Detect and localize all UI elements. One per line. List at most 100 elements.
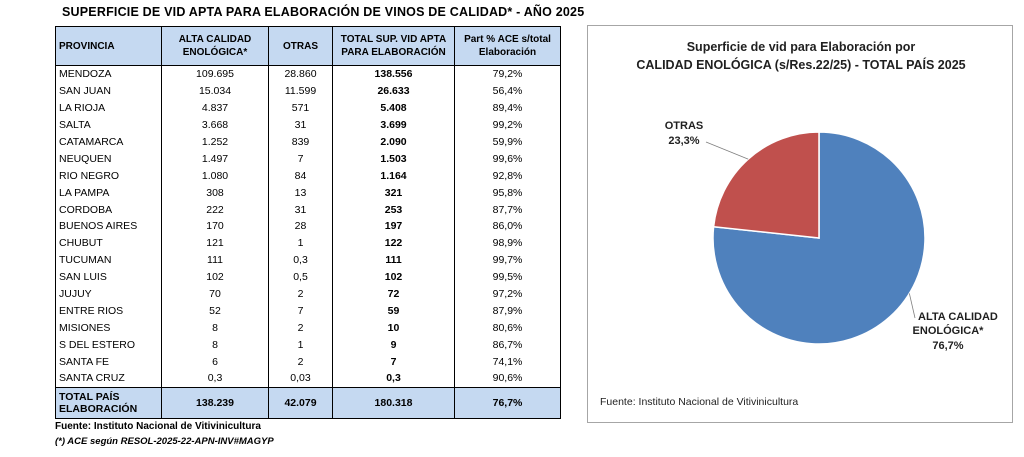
- table-row: ENTRE RIOS 52 7 59 87,9%: [55, 302, 561, 320]
- cell-participacion: 80,6%: [454, 319, 561, 337]
- cell-provincia: LA RIOJA: [55, 99, 162, 117]
- label-otras: OTRAS: [665, 120, 704, 132]
- cell-provincia: ENTRE RIOS: [55, 302, 162, 320]
- cell-otras: 2: [268, 285, 333, 303]
- cell-alta-calidad: 70: [161, 285, 269, 303]
- cell-otras: 28.860: [268, 65, 333, 83]
- cell-participacion: 99,7%: [454, 251, 561, 269]
- leader-line-alta-calidad: [908, 293, 916, 319]
- cell-alta-calidad: 52: [161, 302, 269, 320]
- chart-source: Fuente: Instituto Nacional de Vitivinicu…: [600, 396, 799, 408]
- cell-alta-calidad: 1.252: [161, 133, 269, 151]
- table-header-row: PROVINCIA ALTA CALIDAD ENOLÓGICA* OTRAS T…: [55, 26, 561, 66]
- cell-participacion: 86,7%: [454, 336, 561, 354]
- cell-provincia: CORDOBA: [55, 201, 162, 219]
- cell-participacion: 92,8%: [454, 167, 561, 185]
- cell-participacion: 95,8%: [454, 184, 561, 202]
- pie-slice-otras: [712, 131, 820, 239]
- cell-participacion: 99,5%: [454, 268, 561, 286]
- value-alta-calidad: 76,7%: [932, 340, 963, 352]
- table-row: MISIONES 8 2 10 80,6%: [55, 319, 561, 337]
- cell-provincia: SAN JUAN: [55, 82, 162, 100]
- table-row: CHUBUT 121 1 122 98,9%: [55, 234, 561, 252]
- cell-provincia: SANTA CRUZ: [55, 370, 162, 388]
- cell-participacion: 99,6%: [454, 150, 561, 168]
- cell-participacion: 59,9%: [454, 133, 561, 151]
- label-alta-calidad-line1: ALTA CALIDAD: [918, 311, 998, 323]
- cell-total: 2.090: [332, 133, 455, 151]
- cell-participacion: 89,4%: [454, 99, 561, 117]
- page-title: SUPERFICIE DE VID APTA PARA ELABORACIÓN …: [62, 5, 585, 19]
- table-row: SANTA FE 6 2 7 74,1%: [55, 353, 561, 371]
- cell-participacion: 97,2%: [454, 285, 561, 303]
- cell-alta-calidad: 121: [161, 234, 269, 252]
- header-alta-calidad: ALTA CALIDAD ENOLÓGICA*: [161, 26, 269, 66]
- cell-provincia: CHUBUT: [55, 234, 162, 252]
- cell-provincia: RIO NEGRO: [55, 167, 162, 185]
- cell-provincia: LA PAMPA: [55, 184, 162, 202]
- cell-otras: 11.599: [268, 82, 333, 100]
- cell-participacion: 79,2%: [454, 65, 561, 83]
- table-row: SAN LUIS 102 0,5 102 99,5%: [55, 268, 561, 286]
- table-row: SALTA 3.668 31 3.699 99,2%: [55, 116, 561, 134]
- cell-provincia: TUCUMAN: [55, 251, 162, 269]
- cell-total: 1.164: [332, 167, 455, 185]
- cell-total: 138.556: [332, 65, 455, 83]
- table-row: RIO NEGRO 1.080 84 1.164 92,8%: [55, 167, 561, 185]
- cell-otras: 13: [268, 184, 333, 202]
- cell-total: 0,3: [332, 370, 455, 388]
- cell-total: 7: [332, 353, 455, 371]
- header-total: TOTAL SUP. VID APTA PARA ELABORACIÓN: [332, 26, 455, 66]
- pie-slice-alta-calidad: [712, 131, 926, 345]
- cell-participacion: 87,7%: [454, 201, 561, 219]
- cell-otras: 1: [268, 234, 333, 252]
- cell-participacion: 56,4%: [454, 82, 561, 100]
- cell-otras: 0,03: [268, 370, 333, 388]
- cell-alta-calidad: 1.497: [161, 150, 269, 168]
- total-part: 76,7%: [454, 386, 561, 419]
- table-row: LA RIOJA 4.837 571 5.408 89,4%: [55, 99, 561, 117]
- cell-alta-calidad: 102: [161, 268, 269, 286]
- cell-otras: 839: [268, 133, 333, 151]
- cell-participacion: 74,1%: [454, 353, 561, 371]
- table-row: TUCUMAN 111 0,3 111 99,7%: [55, 251, 561, 269]
- table-row: S DEL ESTERO 8 1 9 86,7%: [55, 336, 561, 354]
- cell-alta-calidad: 111: [161, 251, 269, 269]
- table-row: BUENOS AIRES 170 28 197 86,0%: [55, 218, 561, 235]
- total-label: TOTAL PAÍS ELABORACIÓN: [55, 386, 162, 419]
- cell-total: 1.503: [332, 150, 455, 168]
- cell-alta-calidad: 222: [161, 201, 269, 219]
- cell-alta-calidad: 170: [161, 218, 269, 235]
- cell-otras: 31: [268, 201, 333, 219]
- table-row: CORDOBA 222 31 253 87,7%: [55, 201, 561, 219]
- cell-otras: 7: [268, 150, 333, 168]
- cell-alta-calidad: 15.034: [161, 82, 269, 100]
- total-otras: 42.079: [268, 386, 333, 419]
- cell-otras: 7: [268, 302, 333, 320]
- cell-total: 26.633: [332, 82, 455, 100]
- chart-title-line2: CALIDAD ENOLÓGICA (s/Res.22/25) - TOTAL …: [636, 58, 966, 72]
- cell-provincia: SAN LUIS: [55, 268, 162, 286]
- table-row: JUJUY 70 2 72 97,2%: [55, 285, 561, 303]
- cell-otras: 84: [268, 167, 333, 185]
- cell-otras: 28: [268, 218, 333, 235]
- cell-otras: 0,3: [268, 251, 333, 269]
- cell-otras: 1: [268, 336, 333, 354]
- label-alta-calidad-line2: ENOLÓGICA*: [913, 324, 985, 337]
- header-otras: OTRAS: [268, 26, 333, 66]
- cell-otras: 31: [268, 116, 333, 134]
- table-row: NEUQUEN 1.497 7 1.503 99,6%: [55, 150, 561, 168]
- header-provincia: PROVINCIA: [55, 26, 162, 66]
- table-row: MENDOZA 109.695 28.860 138.556 79,2%: [55, 65, 561, 83]
- cell-otras: 2: [268, 319, 333, 337]
- province-table: PROVINCIA ALTA CALIDAD ENOLÓGICA* OTRAS T…: [55, 26, 561, 419]
- table-row: SAN JUAN 15.034 11.599 26.633 56,4%: [55, 82, 561, 100]
- cell-total: 59: [332, 302, 455, 320]
- table-body: MENDOZA 109.695 28.860 138.556 79,2% SAN JUAN…: [55, 65, 561, 388]
- total-total: 180.318: [332, 386, 455, 419]
- cell-otras: 0,5: [268, 268, 333, 286]
- chart-title-line1: Superficie de vid para Elaboración por: [686, 40, 916, 54]
- cell-provincia: NEUQUEN: [55, 150, 162, 168]
- table-row: LA PAMPA 308 13 321 95,8%: [55, 184, 561, 202]
